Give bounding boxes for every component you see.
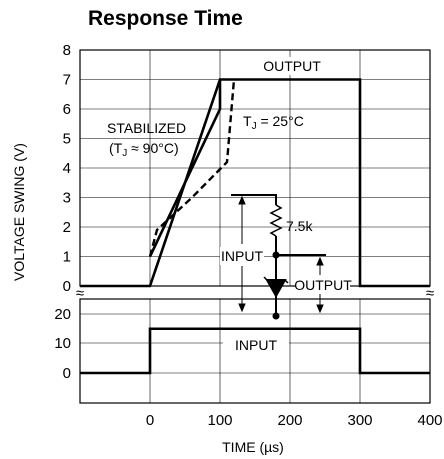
inset-input-label: INPUT bbox=[221, 248, 263, 264]
x-tick-label: 100 bbox=[207, 412, 232, 429]
x-tick-label: 400 bbox=[417, 412, 442, 429]
inset-input-label-bg bbox=[220, 247, 264, 265]
bottom-y-tick-labels: 20 10 0 bbox=[54, 306, 71, 382]
x-tick-label: 300 bbox=[347, 412, 372, 429]
y-tick-label: 3 bbox=[63, 190, 71, 207]
inset-zener-diode bbox=[265, 279, 287, 299]
series-group bbox=[80, 78, 430, 375]
inset-zener-bar bbox=[263, 276, 289, 284]
axis-break-left-mask bbox=[60, 287, 100, 298]
y-axis-label: VOLTAGE SWING (V) bbox=[11, 143, 27, 281]
y-tick-label: 5 bbox=[63, 131, 71, 148]
inset-resistor-label: 7.5k bbox=[286, 218, 313, 234]
inset-output-label-bg bbox=[296, 277, 350, 294]
y-tick-label: 2 bbox=[63, 219, 71, 236]
inset-node-dot bbox=[272, 251, 280, 259]
y-tick-label: 10 bbox=[54, 335, 71, 352]
axis-break-left: ≈ bbox=[76, 285, 84, 302]
y-tick-label: 1 bbox=[63, 249, 71, 266]
inset-input-arrow bbox=[238, 195, 246, 313]
axis-break-right-mask bbox=[410, 287, 444, 298]
y-tick-label: 0 bbox=[63, 278, 71, 295]
top-panel-frame bbox=[79, 49, 431, 287]
y-tick-label: 8 bbox=[63, 42, 71, 59]
input-series-label: INPUT bbox=[235, 337, 277, 353]
chart-title: Response Time bbox=[88, 7, 243, 30]
inset-resistor bbox=[269, 204, 283, 237]
y-tick-label: 7 bbox=[63, 72, 71, 89]
x-tick-label: 0 bbox=[146, 412, 154, 429]
output-label-bg bbox=[253, 57, 332, 75]
inset-output-label: OUTPUT bbox=[294, 277, 352, 293]
series-line bbox=[148, 79, 222, 258]
t25-label: TJ = 25°C bbox=[243, 113, 304, 132]
y-tick-label: 4 bbox=[63, 160, 71, 177]
bottom-panel-frame bbox=[79, 298, 431, 404]
x-tick-label: 200 bbox=[277, 412, 302, 429]
top-y-tick-labels: 0 1 2 3 4 5 6 7 8 bbox=[63, 42, 71, 295]
input-series-label-bg bbox=[223, 336, 289, 354]
x-axis-label: TIME (µs) bbox=[222, 439, 284, 455]
inset-output-arrow bbox=[316, 256, 324, 314]
output-series-label: OUTPUT bbox=[263, 58, 321, 74]
y-tick-label: 20 bbox=[54, 306, 71, 323]
axis-break-right: ≈ bbox=[426, 285, 434, 302]
y-tick-label: 6 bbox=[63, 101, 71, 118]
x-tick-labels: 0 100 200 300 400 bbox=[146, 412, 443, 429]
series-line bbox=[80, 78, 430, 288]
inset-input-wire bbox=[231, 194, 277, 205]
input-series-line bbox=[80, 327, 430, 375]
stabilized-label-line2: (TJ ≈ 90°C) bbox=[109, 140, 179, 159]
inset-ground-dot bbox=[272, 312, 280, 320]
stabilized-label-line1: STABILIZED bbox=[107, 120, 186, 136]
y-tick-label: 0 bbox=[63, 365, 71, 382]
